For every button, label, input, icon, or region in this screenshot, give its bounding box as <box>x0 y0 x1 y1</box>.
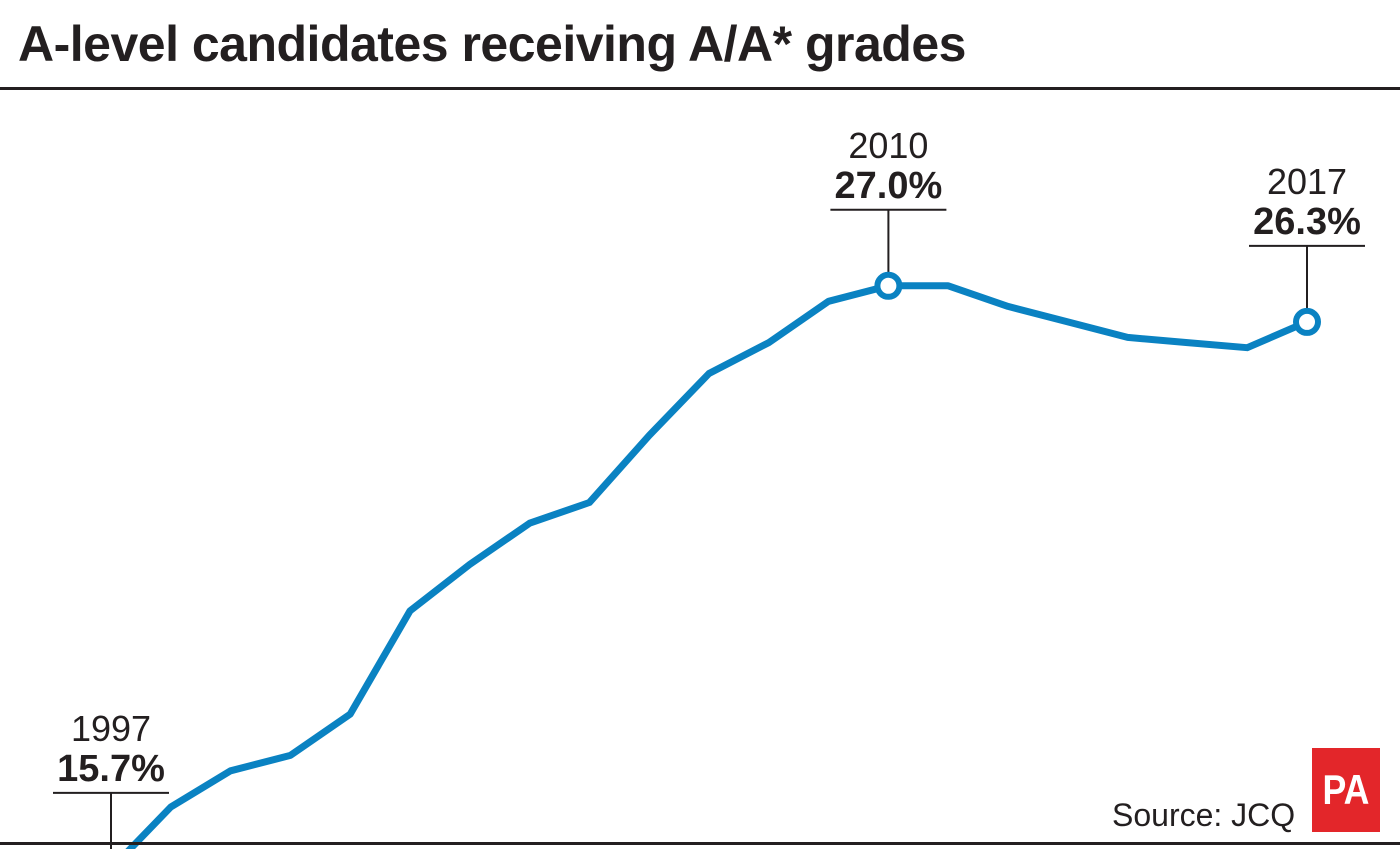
pa-logo: PA <box>1312 748 1380 832</box>
callout-value-2017: 26.3% <box>1253 201 1361 243</box>
title-divider <box>0 87 1400 90</box>
callout-value-1997: 15.7% <box>57 748 165 790</box>
callout-year-1997: 1997 <box>71 708 151 749</box>
chart-title: A-level candidates receiving A/A* grades <box>18 16 966 72</box>
data-point-2010 <box>874 271 903 300</box>
source-note: Source: JCQ <box>1112 797 1296 833</box>
callout-year-2010: 2010 <box>848 125 928 166</box>
callouts-layer: 15.7%1997 27.0%2010 26.3%2017 <box>53 125 1365 849</box>
markers-layer <box>874 271 1321 336</box>
data-point-2017 <box>1293 307 1321 336</box>
bottom-divider <box>0 842 1400 845</box>
series-line <box>125 282 1311 849</box>
callout-year-2017: 2017 <box>1267 161 1347 202</box>
callout-value-2010: 27.0% <box>835 165 943 207</box>
